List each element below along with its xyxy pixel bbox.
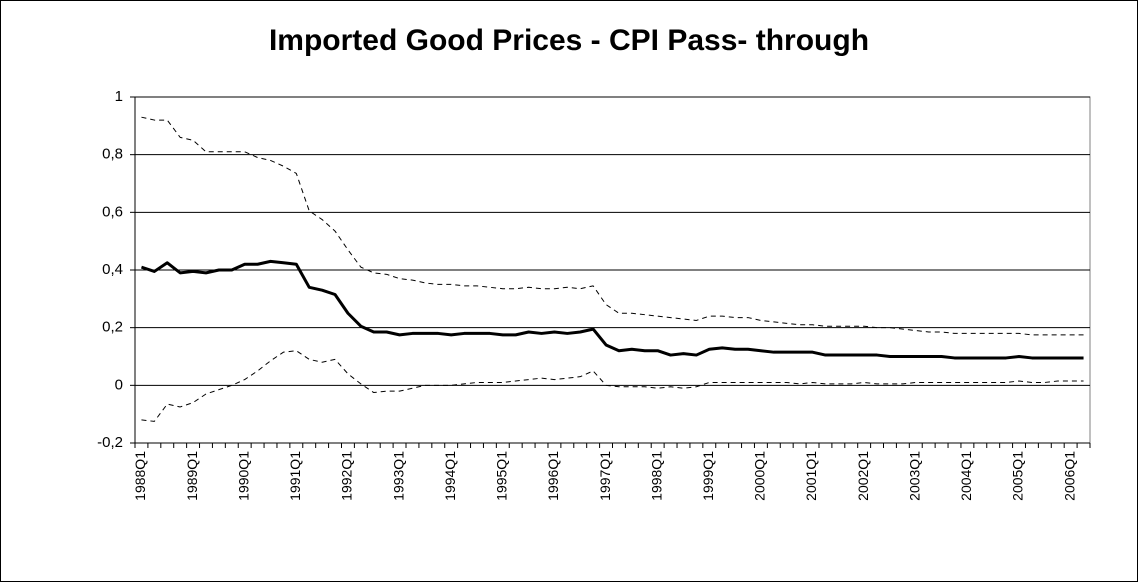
x-tick-label: 1991Q1 bbox=[287, 451, 303, 501]
y-tick-label: -0,2 bbox=[97, 434, 123, 451]
series-line bbox=[140, 259, 1084, 360]
x-tick-label: 2001Q1 bbox=[803, 451, 819, 501]
x-tick-label: 2004Q1 bbox=[958, 451, 974, 501]
y-tick-label: 1 bbox=[115, 88, 123, 105]
x-tick-label: 1994Q1 bbox=[442, 451, 458, 501]
y-tick-label: 0 bbox=[115, 376, 123, 393]
y-tick-label: 0,6 bbox=[102, 203, 123, 220]
x-tick-label: 1988Q1 bbox=[132, 451, 148, 501]
x-tick-label: 1995Q1 bbox=[494, 451, 510, 501]
x-tick-label: 2006Q1 bbox=[1061, 451, 1077, 501]
y-tick-label: 0,2 bbox=[102, 319, 123, 336]
x-tick-label: 1998Q1 bbox=[648, 451, 664, 501]
x-tick-label: 1999Q1 bbox=[700, 451, 716, 501]
x-tick-label: 2003Q1 bbox=[906, 451, 922, 501]
x-tick-label: 2002Q1 bbox=[855, 451, 871, 501]
x-tick-label: 1989Q1 bbox=[184, 451, 200, 501]
x-tick-label: 2005Q1 bbox=[1010, 451, 1026, 501]
chart-title: Imported Good Prices - CPI Pass- through bbox=[269, 24, 869, 57]
x-tick-label: 1990Q1 bbox=[235, 451, 251, 501]
y-tick-label: 0,4 bbox=[102, 261, 123, 278]
x-tick-label: 2000Q1 bbox=[752, 451, 768, 501]
x-tick-label: 1992Q1 bbox=[339, 451, 355, 501]
series-line bbox=[141, 116, 1084, 336]
series-line bbox=[141, 350, 1084, 422]
x-tick-label: 1997Q1 bbox=[597, 451, 613, 501]
y-tick-label: 0,8 bbox=[102, 146, 123, 163]
x-tick-label: 1993Q1 bbox=[390, 451, 406, 501]
x-tick-label: 1996Q1 bbox=[545, 451, 561, 501]
